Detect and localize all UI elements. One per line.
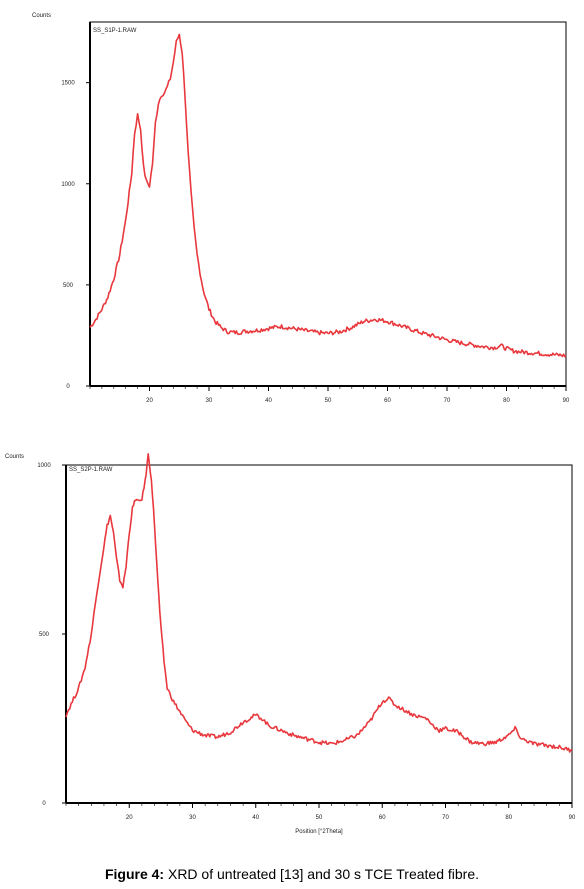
figure-caption-label: Figure 4: — [104, 866, 165, 882]
chart-bottom-svg: Counts SS_S2P-1.RAW 0 500 1000 20 30 40 50 60 70 80… — [5, 453, 576, 835]
chart-top-svg: Counts SS_S1P-1.RAW 0 500 1000 1500 20 30 40 50 60… — [32, 13, 570, 404]
x-tick-label: 70 — [442, 815, 449, 821]
x-tick-label: 40 — [252, 815, 259, 821]
y-axis-label: Counts — [5, 454, 24, 460]
y-tick-label: 500 — [63, 283, 74, 289]
chart-top: Counts SS_S1P-1.RAW 0 500 1000 1500 20 30 40 50 60… — [0, 0, 584, 412]
figure-caption: Figure 4: XRD of untreated [13] and 30 s… — [0, 866, 584, 882]
x-tick-label: 80 — [503, 398, 510, 404]
x-tick-label: 40 — [265, 398, 272, 404]
x-tick-label: 90 — [569, 815, 576, 821]
figure-caption-text: XRD of untreated [13] and 30 s TCE Treat… — [167, 866, 480, 882]
x-axis-label: Position [°2Theta] — [295, 829, 343, 835]
x-tick-label: 70 — [444, 398, 451, 404]
x-tick-label: 80 — [505, 815, 512, 821]
y-tick-label: 0 — [66, 384, 70, 390]
y-tick-label: 1500 — [61, 81, 75, 87]
series-line — [89, 33, 567, 358]
legend-label: SS_S1P-1.RAW — [93, 28, 137, 34]
x-tick-label: 50 — [325, 398, 332, 404]
legend-label: SS_S2P-1.RAW — [69, 467, 113, 473]
y-tick-label: 1000 — [37, 463, 51, 469]
plot-frame — [89, 21, 567, 387]
chart-bottom: Counts SS_S2P-1.RAW 0 500 1000 20 30 40 50 60 70 80… — [0, 445, 584, 857]
x-tick-label: 30 — [206, 398, 213, 404]
y-tick-label: 1000 — [61, 182, 75, 188]
x-tick-label: 60 — [379, 815, 386, 821]
x-tick-label: 20 — [126, 815, 133, 821]
y-axis-label: Counts — [32, 13, 51, 19]
y-tick-label: 0 — [42, 801, 46, 807]
x-tick-label: 90 — [563, 398, 570, 404]
plot-frame — [65, 464, 573, 804]
x-tick-label: 20 — [146, 398, 153, 404]
series-line — [65, 453, 573, 753]
x-tick-label: 50 — [316, 815, 323, 821]
y-tick-label: 500 — [39, 632, 50, 638]
x-tick-label: 60 — [384, 398, 391, 404]
x-tick-label: 30 — [189, 815, 196, 821]
